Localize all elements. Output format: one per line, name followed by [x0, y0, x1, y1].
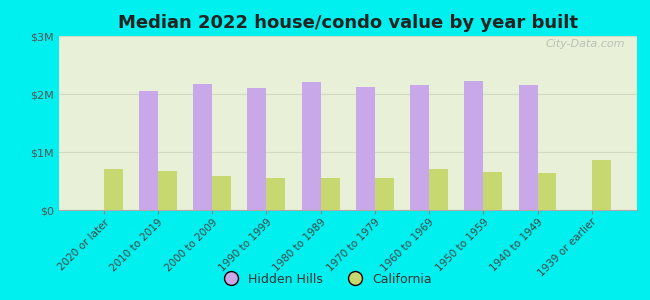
Title: Median 2022 house/condo value by year built: Median 2022 house/condo value by year bu…	[118, 14, 578, 32]
Bar	[592, 160, 611, 210]
Bar	[248, 88, 266, 210]
Bar	[484, 172, 502, 210]
Legend: Hidden Hills, California: Hidden Hills, California	[213, 268, 437, 291]
Bar	[464, 81, 484, 210]
Bar	[538, 173, 556, 210]
Bar	[375, 178, 394, 210]
Bar	[519, 85, 538, 210]
Bar	[410, 85, 429, 210]
Bar	[320, 178, 339, 210]
Bar	[212, 176, 231, 210]
Bar	[139, 91, 158, 210]
Bar	[193, 84, 212, 210]
Bar	[158, 171, 177, 210]
Bar	[104, 169, 123, 210]
Bar	[356, 87, 375, 210]
Text: City-Data.com: City-Data.com	[546, 40, 625, 50]
Bar	[302, 82, 320, 210]
Bar	[429, 169, 448, 210]
Bar	[266, 178, 285, 210]
